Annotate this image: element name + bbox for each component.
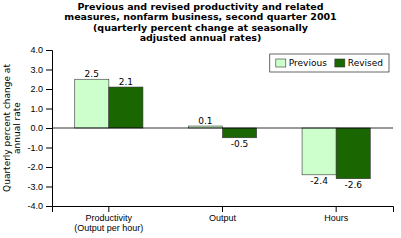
- y-tick-mark: [46, 50, 52, 51]
- y-axis: -4.0 -3.0 -2.0 -1.0 0.0 1.0 2.0 3.0 4.0: [27, 45, 52, 211]
- data-label: -2.6: [344, 180, 362, 190]
- y-tick-mark: [46, 109, 52, 110]
- y-tick: 1.0: [30, 104, 52, 114]
- y-tick: 2.0: [30, 84, 52, 94]
- y-tick-mark: [46, 70, 52, 71]
- y-axis-title-line: annual rate: [12, 102, 22, 154]
- y-axis-title: Quarterly percent change atannual rate: [2, 64, 22, 192]
- data-label: 2.1: [119, 77, 133, 87]
- title-line: adjusted annual rates): [140, 32, 262, 43]
- y-tick-label: -1.0: [27, 143, 43, 153]
- y-tick: 0.0: [30, 123, 52, 133]
- plot: -4.0 -3.0 -2.0 -1.0 0.0 1.0 2.0 3.0 4.0 Productiv…: [27, 45, 393, 233]
- legend-swatch: [335, 59, 345, 67]
- x-tick-mark: [108, 206, 109, 212]
- data-label: 0.1: [198, 116, 212, 126]
- y-tick: 3.0: [30, 65, 52, 75]
- bar: [75, 79, 109, 128]
- y-tick: -4.0: [27, 201, 52, 211]
- y-tick-label: 1.0: [30, 104, 43, 114]
- y-tick-label: 2.0: [30, 84, 43, 94]
- y-axis-line: [46, 51, 53, 207]
- y-tick-label: -3.0: [27, 182, 43, 192]
- bar: [336, 128, 370, 179]
- bar: [109, 87, 143, 128]
- y-tick-mark: [46, 187, 52, 188]
- legend-swatch: [276, 59, 286, 67]
- y-tick: -3.0: [27, 182, 52, 192]
- y-tick: -2.0: [27, 162, 52, 172]
- y-axis-title-line: Quarterly percent change at: [2, 64, 12, 192]
- data-label: -0.5: [231, 139, 249, 149]
- x-tick-label-line: Hours: [324, 213, 349, 223]
- x-tick: Output: [209, 206, 237, 223]
- bar: [223, 128, 257, 138]
- legend: Previous Revised: [270, 54, 389, 72]
- y-tick-label: 4.0: [30, 45, 43, 55]
- y-tick-mark: [46, 148, 52, 149]
- title-line: Previous and revised productivity and re…: [77, 1, 323, 12]
- y-tick-mark: [46, 128, 52, 129]
- x-axis-line: [53, 207, 394, 213]
- x-tick-mark: [222, 206, 223, 212]
- data-labels: 2.5 0.1 -2.4 2.1 -0.5 -2.6: [85, 69, 363, 190]
- title-line: (quarterly percent change at seasonally: [93, 22, 309, 33]
- x-tick-label: Output: [209, 213, 237, 223]
- x-tick-mark: [336, 206, 337, 212]
- legend-frame: [270, 54, 389, 72]
- x-tick-label-line: Productivity: [86, 213, 133, 223]
- x-tick-label: Productivity(Output per hour): [74, 213, 143, 233]
- x-tick-label-line: (Output per hour): [74, 223, 143, 233]
- zero-line: [52, 128, 393, 129]
- bar: [302, 128, 336, 175]
- legend-label: Revised: [348, 58, 383, 68]
- bars: [75, 79, 371, 178]
- y-tick-label: -4.0: [27, 201, 43, 211]
- chart: Previous and revised productivity and re…: [0, 0, 401, 238]
- data-label: 2.5: [85, 69, 99, 79]
- x-tick-label-line: Output: [209, 213, 237, 223]
- y-tick-label: 0.0: [30, 123, 43, 133]
- y-tick-mark: [46, 206, 52, 207]
- y-tick-label: 3.0: [30, 65, 43, 75]
- title-line: measures, nonfarm business, second quart…: [64, 11, 336, 22]
- x-axis: Productivity(Output per hour) Output Hours: [53, 206, 394, 233]
- y-tick-label: -2.0: [27, 162, 43, 172]
- y-tick-mark: [46, 167, 52, 168]
- legend-label: Previous: [289, 58, 327, 68]
- y-tick: -1.0: [27, 143, 52, 153]
- y-tick: 4.0: [30, 45, 52, 55]
- x-tick-label: Hours: [324, 213, 349, 223]
- y-tick-mark: [46, 89, 52, 90]
- data-label: -2.4: [310, 176, 328, 186]
- title: Previous and revised productivity and re…: [64, 1, 336, 43]
- x-tick: Productivity(Output per hour): [74, 206, 143, 233]
- x-tick: Hours: [324, 206, 349, 223]
